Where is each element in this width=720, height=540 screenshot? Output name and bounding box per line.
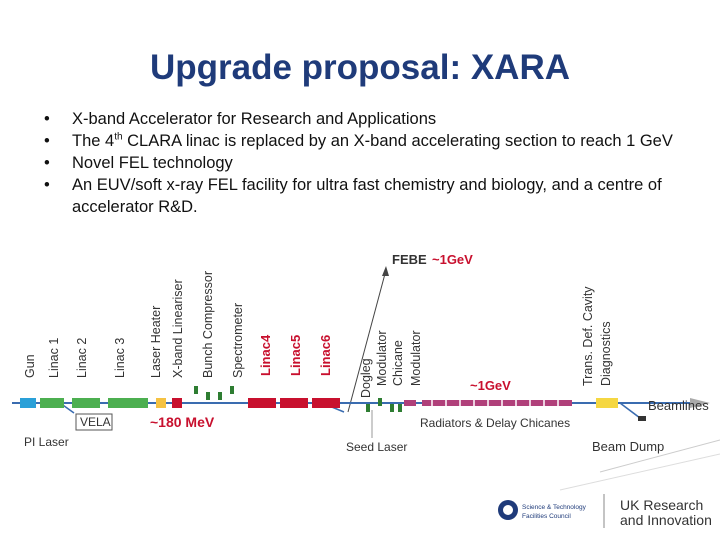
label-linac5: Linac5 [288,335,303,376]
stfc-text-line1: Science & Technology [522,504,587,511]
beam-dump-block [638,416,646,421]
bc-dipole-icon [194,386,198,394]
energy-1gev-label: ~1GeV [470,378,511,393]
bc-dipole-icon [218,392,222,400]
stfc-logo-inner [503,505,513,515]
radiator-undulators [422,400,572,406]
bullet-item: Novel FEL technology [40,152,680,174]
xband-lineariser-block [172,398,182,408]
stfc-text-line2: Facilities Council [522,513,571,520]
label-modulator-2: Modulator [409,330,423,386]
bullet-text: CLARA linac is replaced by an X-band acc… [122,132,673,150]
label-chicane: Chicane [391,340,405,386]
radiators-label: Radiators & Delay Chicanes [420,416,570,430]
bullet-text: An EUV/soft x-ray FEL facility for ultra… [72,176,662,216]
bullet-item: X-band Accelerator for Research and Appl… [40,108,680,130]
ukri-line2: and Innovation [620,512,712,528]
ukri-line1: UK Research [620,497,703,513]
linac6-block [312,398,340,408]
tdc-block [596,398,618,408]
seed-laser-label: Seed Laser [346,440,407,454]
linac5-block [280,398,308,408]
bc-dipole-icon [206,392,210,400]
bullet-superscript: th [114,131,123,143]
label-modulator-1: Modulator [375,330,389,386]
bullet-text: X-band Accelerator for Research and Appl… [72,110,437,128]
label-xband-lineariser: X-band Lineariser [171,279,185,378]
label-laser-heater: Laser Heater [149,306,163,378]
label-linac1: Linac 1 [47,338,61,378]
label-linac6: Linac6 [318,335,333,376]
modulator-block [404,400,416,406]
dogleg-dipole-icon [366,404,370,412]
chicane-dipole-icon [378,398,382,406]
chicane-dipole-icon [398,404,402,412]
footer-swoosh-line [559,453,720,491]
label-linac4: Linac4 [258,334,273,376]
beamlines-arrow [690,398,710,408]
beam-dump-label: Beam Dump [592,439,664,454]
bullet-text: Novel FEL technology [72,154,233,172]
pi-laser-label: PI Laser [24,435,69,449]
febe-arrowhead [382,266,389,276]
energy-180mev-label: ~180 MeV [150,414,215,430]
label-linac2: Linac 2 [75,338,89,378]
vela-box [75,413,113,431]
bullet-item: An EUV/soft x-ray FEL facility for ultra… [40,174,680,218]
linac2-block [72,398,100,408]
febe-arrow-line [347,269,387,413]
febe-energy-label: ~1GeV [432,252,473,267]
laser-heater-block [156,398,166,408]
label-diagnostics: Diagnostics [599,321,613,386]
label-linac3: Linac 3 [113,338,127,378]
linac4-block [248,398,276,408]
label-trans-def-cavity: Trans. Def. Cavity [581,286,595,386]
gun-block [20,398,36,408]
bullet-text: The 4 [72,132,115,150]
label-spectrometer: Spectrometer [231,303,245,378]
bullet-list: X-band Accelerator for Research and Appl… [40,108,680,218]
beam-dump-line [619,402,641,419]
beamlines-label: Beamlines [648,398,709,413]
slide-title: Upgrade proposal: XARA [149,48,571,87]
label-gun: Gun [23,354,37,378]
footer-swoosh-line [599,439,720,473]
bullet-item: The 4th CLARA linac is replaced by an X-… [40,130,680,152]
bc-dipole-icon [230,386,234,394]
linac1-block [40,398,64,408]
vela-label: VELA [80,415,111,429]
linac3-block [108,398,148,408]
febe-label: FEBE [392,252,427,267]
label-bunch-compressor: Bunch Compressor [201,271,215,378]
chicane-dipole-icon [390,404,394,412]
label-dogleg: Dogleg [359,358,373,398]
